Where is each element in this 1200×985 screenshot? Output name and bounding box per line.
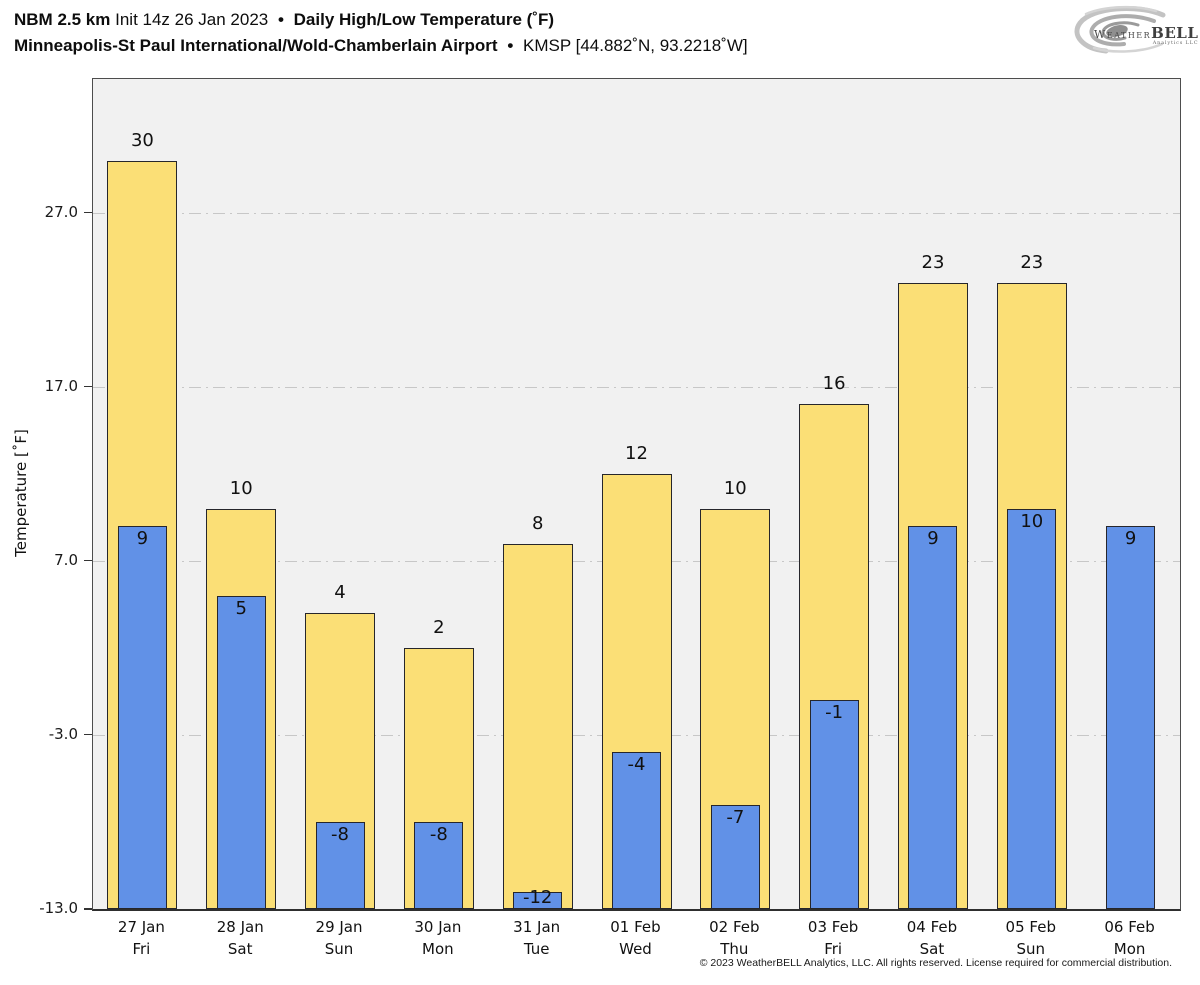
x-tick-date: 29 Jan — [315, 918, 363, 936]
title-separator: • — [507, 36, 514, 55]
x-tick-day: Thu — [720, 940, 749, 958]
y-tick-label: -13.0 — [39, 899, 78, 917]
title-line-2: Minneapolis-St Paul International/Wold-C… — [14, 33, 748, 59]
weatherbell-logo: WeatherBELL Analytics LLC — [1066, 2, 1198, 58]
logo-bell-text: BELL — [1151, 24, 1199, 42]
x-tick-day: Tue — [523, 940, 550, 958]
title-separator: • — [277, 10, 284, 29]
x-tick-day: Mon — [422, 940, 454, 958]
high-bar — [502, 543, 573, 909]
y-tick-label: 17.0 — [44, 376, 78, 395]
y-axis-title: Temperature [˚F] — [12, 429, 30, 557]
low-value-label: -4 — [627, 754, 646, 776]
x-tick-date: 05 Feb — [1005, 918, 1056, 936]
high-value-label: 23 — [1020, 251, 1044, 273]
y-tick-mark — [84, 733, 92, 736]
low-value-label: -8 — [429, 823, 448, 845]
x-tick-day: Fri — [824, 940, 843, 958]
x-tick-date: 03 Feb — [807, 918, 859, 936]
low-bar — [1106, 526, 1156, 909]
y-tick-mark — [84, 908, 92, 910]
y-tick-label: -3.0 — [48, 724, 78, 743]
station-name: Minneapolis-St Paul International/Wold-C… — [14, 36, 498, 55]
title-line-1: NBM 2.5 km Init 14z 26 Jan 2023 • Daily … — [14, 7, 748, 33]
station-id: KMSP [44.882˚N, 93.2218˚W] — [523, 36, 748, 55]
low-bar — [908, 526, 958, 909]
low-value-label: -12 — [522, 887, 553, 908]
high-value-label: 2 — [433, 616, 445, 638]
high-value-label: 16 — [822, 373, 846, 395]
x-tick-date: 31 Jan — [513, 918, 561, 936]
x-tick-label: 28 Jan Sat — [191, 916, 290, 960]
low-bar — [809, 700, 859, 909]
x-tick-label: 27 Jan Fri — [92, 916, 191, 960]
x-tick-label: 30 Jan Mon — [388, 916, 487, 960]
high-value-label: 10 — [723, 477, 747, 499]
x-tick-date: 04 Feb — [906, 918, 958, 936]
high-value-label: 23 — [921, 251, 945, 273]
low-value-label: 9 — [927, 528, 939, 550]
plot-area: 30 9 10 5 4 -8 2 -8 8 -12 12 -4 10 -7 16 -1 23 9 23 10 9 — [92, 78, 1181, 911]
x-tick-day: Mon — [1113, 940, 1146, 958]
low-bar — [710, 804, 760, 909]
model-name: NBM 2.5 km — [14, 10, 111, 29]
low-value-label: 5 — [235, 597, 247, 619]
x-tick-day: Fri — [132, 940, 151, 958]
x-tick-date: 30 Jan — [414, 918, 462, 936]
hurricane-swirl-icon — [1074, 5, 1166, 54]
y-gridline — [93, 212, 1180, 214]
x-tick-date: 02 Feb — [709, 918, 760, 936]
low-bar — [1007, 508, 1057, 909]
low-bar — [216, 595, 266, 909]
low-value-label: 9 — [136, 528, 149, 550]
high-value-label: 30 — [130, 129, 154, 151]
low-value-label: 10 — [1020, 510, 1044, 532]
x-tick-label: 02 Feb Thu — [685, 916, 784, 960]
x-tick-date: 28 Jan — [216, 918, 264, 936]
x-tick-day: Sat — [919, 940, 945, 958]
copyright-notice: © 2023 WeatherBELL Analytics, LLC. All r… — [699, 957, 1172, 969]
low-bar — [513, 891, 563, 909]
y-tick-mark — [84, 211, 92, 214]
low-value-label: 9 — [1124, 528, 1137, 550]
init-time: Init 14z 26 Jan 2023 — [115, 10, 269, 29]
y-tick-mark — [84, 559, 92, 562]
high-value-label: 8 — [531, 512, 544, 534]
x-tick-label: 01 Feb Wed — [586, 916, 685, 960]
x-tick-label: 05 Feb Sun — [981, 916, 1080, 960]
y-tick-label: 7.0 — [54, 550, 78, 569]
low-bar — [315, 821, 365, 909]
high-value-label: 12 — [625, 442, 648, 464]
x-tick-label: 29 Jan Sun — [290, 916, 389, 960]
x-tick-day: Sun — [324, 940, 354, 958]
logo-weather-text: Weather — [1094, 28, 1152, 41]
low-bar — [612, 752, 661, 909]
x-tick-label: 04 Feb Sat — [883, 916, 982, 960]
x-tick-label: 06 Feb Mon — [1080, 916, 1179, 960]
x-tick-label: 03 Feb Fri — [784, 916, 883, 960]
x-tick-day: Sat — [227, 940, 253, 958]
product-name: Daily High/Low Temperature (˚F) — [293, 10, 555, 29]
x-tick-date: 01 Feb — [610, 918, 661, 936]
logo-wordmark: WeatherBELL Analytics LLC — [1094, 23, 1198, 46]
low-bar — [414, 821, 464, 909]
chart-header: NBM 2.5 km Init 14z 26 Jan 2023 • Daily … — [14, 7, 748, 59]
y-gridline — [93, 386, 1180, 388]
x-tick-day: Wed — [619, 940, 652, 958]
x-tick-day: Sun — [1016, 940, 1046, 958]
low-value-label: -8 — [331, 823, 349, 845]
y-tick-label: 27.0 — [44, 202, 78, 221]
high-value-label: 10 — [229, 477, 253, 499]
x-tick-date: 27 Jan — [117, 918, 165, 936]
y-tick-mark — [84, 385, 92, 388]
low-value-label: -7 — [726, 806, 745, 828]
low-value-label: -1 — [825, 702, 844, 724]
x-tick-label: 31 Jan Tue — [487, 916, 586, 960]
x-tick-date: 06 Feb — [1104, 918, 1155, 936]
low-bar — [117, 526, 167, 909]
high-value-label: 4 — [334, 582, 346, 604]
logo-subtext: Analytics LLC — [1152, 40, 1199, 46]
